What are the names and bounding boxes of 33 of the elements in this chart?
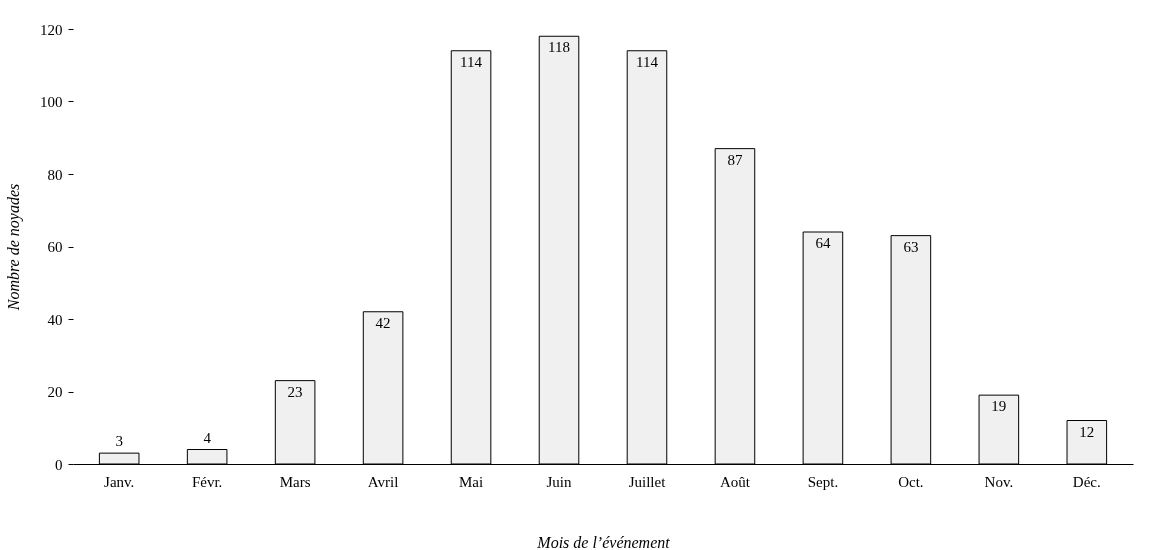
x-tick-label: Déc. <box>1072 473 1101 490</box>
data-label: 114 <box>460 53 483 70</box>
x-tick-label: Sept. <box>807 473 839 490</box>
x-tick-label: Janv. <box>104 473 135 490</box>
x-tick-label: Nov. <box>984 473 1014 490</box>
x-tick-label: Avril <box>367 473 399 490</box>
data-label: 3 <box>115 433 123 450</box>
y-tick-label: 40 <box>47 311 63 328</box>
data-label: 64 <box>815 235 831 251</box>
data-label: 12 <box>1079 423 1095 440</box>
x-tick-label: Juin <box>546 473 573 490</box>
x-tick-label: Mai <box>458 473 484 490</box>
data-label: 118 <box>548 39 570 56</box>
y-tick-label: 0 <box>55 456 63 473</box>
data-label: 4 <box>203 429 212 446</box>
x-tick-label: Juillet <box>628 473 667 490</box>
data-label: 114 <box>636 53 659 70</box>
data-label: 87 <box>727 151 743 168</box>
x-tick-label: Oct. <box>898 473 924 490</box>
y-axis-title: Nombre de noyades <box>5 183 23 312</box>
x-tick-label: Mars <box>279 473 311 490</box>
x-tick-label: Août <box>719 473 751 490</box>
data-label: 19 <box>991 398 1007 415</box>
y-tick-label: 120 <box>40 21 63 38</box>
y-tick-label: 100 <box>40 94 63 110</box>
y-tick-label: 80 <box>47 166 63 183</box>
data-label: 42 <box>375 314 391 331</box>
data-label: 63 <box>903 238 919 255</box>
y-tick-label: 20 <box>47 384 63 400</box>
data-label: 23 <box>287 383 303 400</box>
x-axis-title: Mois de l’événement <box>536 533 671 550</box>
x-tick-label: Févr. <box>191 473 223 490</box>
y-tick-label: 60 <box>47 239 63 255</box>
